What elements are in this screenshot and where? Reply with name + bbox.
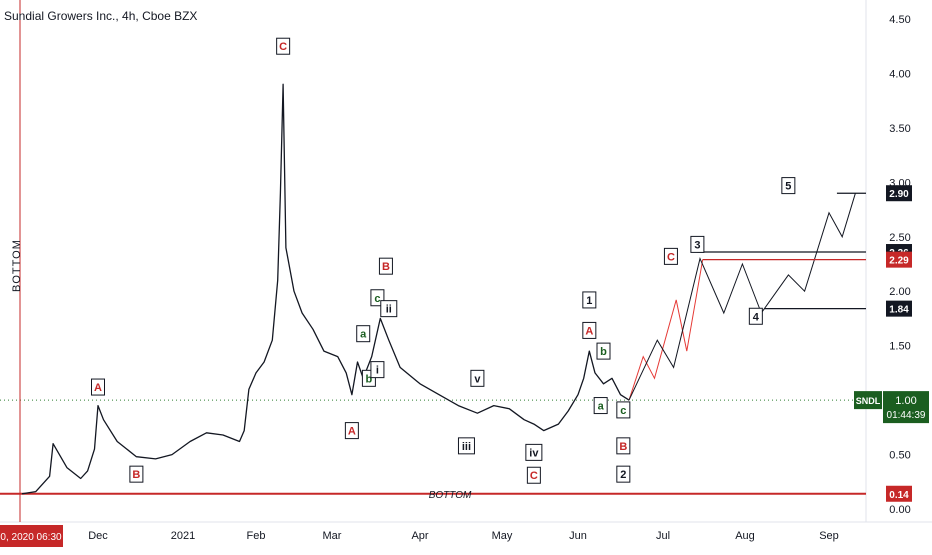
countdown-label: 01:44:39	[887, 410, 926, 421]
y-tick-label: 2.00	[889, 286, 910, 298]
wave-label-box[interactable]	[748, 307, 763, 325]
wave-label: b	[366, 373, 373, 385]
wave-label: a	[360, 329, 367, 341]
y-tick-label: 0.00	[889, 504, 910, 516]
x-tick-label: Mar	[323, 530, 342, 542]
projection-black-path[interactable]	[628, 193, 856, 401]
wave-label-box[interactable]	[616, 437, 631, 455]
wave-label-box[interactable]	[690, 235, 705, 253]
wave-label: 5	[785, 181, 791, 193]
wave-label-box[interactable]	[129, 465, 144, 483]
wave-label-box[interactable]	[356, 325, 371, 343]
wave-label: b	[600, 346, 607, 358]
projection-red-path[interactable]	[628, 259, 704, 401]
price-series	[21, 83, 630, 495]
vertical-bottom-label: BOTTOM	[11, 239, 23, 292]
wave-label: c	[374, 293, 380, 305]
level-price-tag	[886, 251, 912, 268]
wave-label: C	[530, 470, 538, 482]
x-tick-label: 2021	[171, 530, 195, 542]
wave-label-box[interactable]	[525, 443, 543, 461]
wave-label: a	[598, 401, 605, 413]
wave-label-box[interactable]	[582, 321, 597, 339]
wave-label-box[interactable]	[616, 465, 631, 483]
bottom-label: BOTTOM	[429, 490, 472, 501]
wave-label: ii	[386, 304, 392, 316]
wave-label-box[interactable]	[593, 397, 608, 415]
wave-label: 3	[694, 239, 700, 251]
wave-label: B	[382, 261, 390, 273]
wave-label: 4	[753, 311, 760, 323]
wave-label-box[interactable]	[344, 422, 359, 440]
wave-label-box[interactable]	[378, 257, 393, 275]
y-tick-label: 4.00	[889, 68, 910, 80]
level-price-label: 2.29	[889, 256, 909, 267]
current-price-tag	[883, 391, 929, 424]
wave-label-box[interactable]	[526, 466, 541, 484]
x-tick-label: Feb	[247, 530, 266, 542]
wave-label-box[interactable]	[596, 342, 611, 360]
level-price-label: 1.84	[889, 305, 909, 316]
wave-label: B	[132, 469, 140, 481]
x-tick-label: May	[492, 530, 513, 542]
wave-label-box[interactable]	[781, 177, 796, 195]
symbol-tag	[854, 391, 882, 410]
wave-label: 2	[620, 469, 626, 481]
wave-label: C	[667, 251, 675, 263]
wave-label: v	[474, 373, 481, 385]
x-tick-label: Aug	[735, 530, 755, 542]
y-tick-label: 1.50	[889, 341, 910, 353]
y-tick-label: 3.50	[889, 123, 910, 135]
wave-label-box[interactable]	[91, 378, 105, 396]
wave-label: i	[376, 365, 379, 377]
wave-label-box[interactable]	[616, 401, 631, 419]
wave-label: iii	[462, 441, 471, 453]
wave-label: 1	[586, 295, 592, 307]
x-tick-label: Jun	[569, 530, 587, 542]
level-price-label: 2.90	[889, 189, 909, 200]
wave-label: A	[585, 325, 593, 337]
wave-label-box[interactable]	[663, 247, 678, 265]
wave-label-box[interactable]	[380, 300, 398, 318]
y-tick-label: 0.50	[889, 450, 910, 462]
x-tick-label: Dec	[88, 530, 108, 542]
chart-title: Sundial Growers Inc., 4h, Cboe BZX	[4, 9, 198, 23]
x-tick-label: Apr	[411, 530, 428, 542]
wave-label: c	[620, 405, 626, 417]
level-price-label: 0.14	[889, 490, 909, 501]
wave-label: iv	[529, 447, 539, 459]
wave-label: B	[619, 441, 627, 453]
wave-label: C	[279, 41, 287, 53]
wave-label-box[interactable]	[370, 361, 385, 379]
wave-label: A	[94, 382, 102, 394]
wave-label-box[interactable]	[457, 437, 475, 455]
wave-label-box[interactable]	[582, 291, 597, 309]
cursor-date-tag	[0, 525, 63, 547]
x-tick-label: Sep	[819, 530, 839, 542]
wave-label: A	[348, 426, 356, 438]
level-price-tag	[886, 185, 912, 202]
y-tick-label: 2.50	[889, 232, 910, 244]
wave-label-box[interactable]	[470, 369, 485, 387]
current-price-label: 1.00	[895, 395, 916, 407]
symbol-label: SNDL	[856, 396, 881, 406]
cursor-date-label: 0, 2020 06:30	[0, 532, 62, 543]
x-tick-label: Jul	[656, 530, 670, 542]
y-tick-label: 4.50	[889, 14, 910, 26]
level-price-tag	[886, 485, 912, 502]
wave-label-box[interactable]	[276, 37, 291, 55]
level-price-tag	[886, 300, 912, 317]
